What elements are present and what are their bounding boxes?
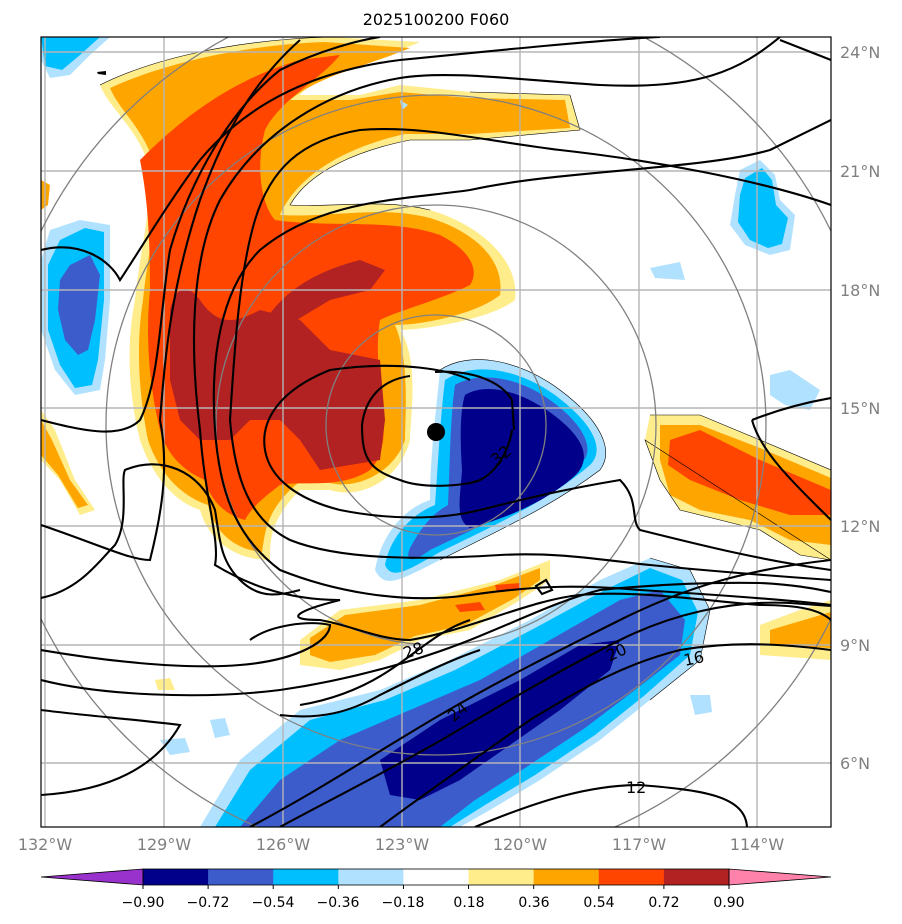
colorbar-tick-label: 0.54 <box>583 895 614 911</box>
lat-label-15n: 15°N <box>840 399 880 418</box>
colorbar-segment <box>598 869 665 885</box>
map-frame <box>40 36 832 828</box>
lat-label-18n: 18°N <box>840 281 880 300</box>
colorbar-segment <box>338 869 404 885</box>
colorbar-segment <box>663 869 730 885</box>
lon-label-120w: 120°W <box>493 835 548 854</box>
colorbar-tick-label: −0.54 <box>252 895 295 911</box>
lon-label-129w: 129°W <box>137 835 192 854</box>
storm-center-dot <box>427 423 445 441</box>
colorbar-segment <box>143 869 209 885</box>
colorbar: −0.90 −0.72 −0.54 −0.36 −0.18 0.18 0.36 … <box>40 868 832 911</box>
colorbar-tick-label: −0.72 <box>187 895 230 911</box>
colorbar-segment <box>403 869 470 885</box>
lat-lon-grid <box>41 37 831 827</box>
contour-label-12: 12 <box>626 778 646 797</box>
lat-label-9n: 9°N <box>840 636 870 655</box>
colorbar-extend-high <box>729 869 831 885</box>
colorbar-segment <box>468 869 535 885</box>
lon-label-117w: 117°W <box>612 835 667 854</box>
colorbar-segment <box>273 869 339 885</box>
lat-label-24n: 24°N <box>840 43 880 62</box>
contour-label-16: 16 <box>682 647 706 670</box>
lon-label-114w: 114°W <box>730 835 785 854</box>
longitude-labels: 132°W 129°W 126°W 123°W 120°W 117°W 114°… <box>18 835 785 854</box>
colorbar-tick-label: −0.36 <box>317 895 360 911</box>
map-title: 2025100200 F060 <box>362 10 510 29</box>
height-contours <box>41 37 831 827</box>
colorbar-tick-label: 0.72 <box>648 895 679 911</box>
lon-label-126w: 126°W <box>256 835 311 854</box>
colorbar-tick-label: 0.18 <box>453 895 484 911</box>
colorbar-segment <box>533 869 600 885</box>
colorbar-tick-label: −0.90 <box>122 895 165 911</box>
colorbar-tick-label: 0.90 <box>713 895 744 911</box>
lon-label-132w: 132°W <box>18 835 73 854</box>
lat-label-6n: 6°N <box>840 754 870 773</box>
lon-label-123w: 123°W <box>375 835 430 854</box>
colorbar-segment <box>208 869 274 885</box>
latitude-labels: 24°N 21°N 18°N 15°N 12°N 9°N 6°N <box>840 43 880 773</box>
colorbar-tick-label: 0.36 <box>518 895 549 911</box>
colorbar-extend-low <box>41 869 143 885</box>
lat-label-12n: 12°N <box>840 517 880 536</box>
range-rings <box>41 37 831 827</box>
colorbar-tick-label: −0.18 <box>382 895 425 911</box>
lat-label-21n: 21°N <box>840 162 880 181</box>
